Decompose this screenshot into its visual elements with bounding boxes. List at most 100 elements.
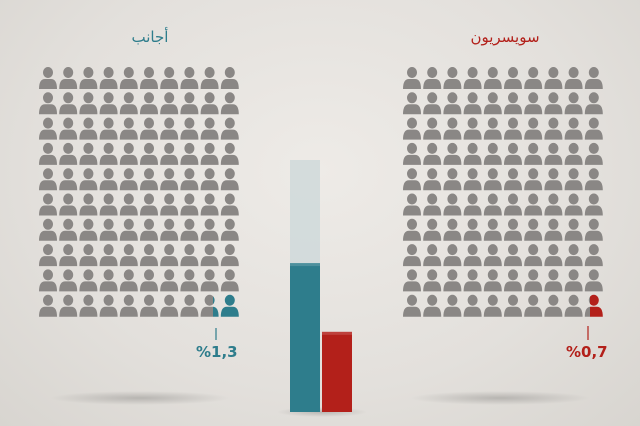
person-icon bbox=[220, 117, 239, 140]
person-icon bbox=[39, 67, 57, 89]
person-icon bbox=[403, 142, 421, 165]
person-icon bbox=[463, 117, 482, 140]
person-icon bbox=[39, 193, 57, 216]
person-icon bbox=[160, 142, 179, 165]
person-icon bbox=[220, 142, 239, 165]
person-icon bbox=[564, 67, 583, 89]
person-icon bbox=[544, 92, 563, 115]
person-icon bbox=[544, 67, 563, 89]
person-icon bbox=[504, 218, 522, 241]
person-icon bbox=[423, 168, 442, 191]
person-icon bbox=[99, 117, 118, 140]
person-icon bbox=[119, 67, 138, 89]
person-icon bbox=[483, 168, 502, 191]
person-icon bbox=[524, 142, 543, 165]
person-icon bbox=[140, 193, 158, 216]
person-icon bbox=[504, 142, 522, 165]
person-icon bbox=[564, 142, 583, 165]
person-icon bbox=[423, 92, 442, 115]
person-icon bbox=[443, 294, 462, 317]
person-icon bbox=[443, 193, 462, 216]
person-icon bbox=[463, 142, 482, 165]
person-icon bbox=[403, 92, 421, 115]
person-icon bbox=[564, 269, 583, 292]
person-icon bbox=[463, 168, 482, 191]
bar-highlight bbox=[322, 331, 352, 335]
group-title-swiss: سويسريون bbox=[470, 28, 540, 46]
person-icon bbox=[584, 142, 603, 165]
person-icon bbox=[443, 269, 462, 292]
person-icon bbox=[200, 168, 219, 191]
person-icon bbox=[504, 244, 522, 267]
person-icon bbox=[99, 244, 118, 267]
person-icon bbox=[423, 193, 442, 216]
person-icon bbox=[119, 168, 138, 191]
person-icon bbox=[403, 269, 421, 292]
person-icon bbox=[59, 269, 78, 292]
person-icon bbox=[423, 218, 442, 241]
person-icon bbox=[79, 193, 98, 216]
person-icon bbox=[443, 67, 462, 89]
person-icon bbox=[423, 142, 442, 165]
person-icon bbox=[59, 193, 78, 216]
person-icon bbox=[39, 218, 57, 241]
person-icon bbox=[39, 142, 57, 165]
person-icon bbox=[443, 117, 462, 140]
person-icon bbox=[483, 244, 502, 267]
person-icon bbox=[483, 117, 502, 140]
person-icon bbox=[524, 269, 543, 292]
person-icon bbox=[220, 269, 239, 292]
person-icon bbox=[119, 117, 138, 140]
person-icon bbox=[79, 269, 98, 292]
person-icon bbox=[544, 244, 563, 267]
person-icon bbox=[524, 244, 543, 267]
person-icon bbox=[483, 67, 502, 89]
person-icon bbox=[544, 269, 563, 292]
person-icon bbox=[220, 67, 239, 89]
person-icon bbox=[524, 168, 543, 191]
person-icon bbox=[140, 244, 158, 267]
person-icon bbox=[483, 294, 502, 317]
person-icon bbox=[584, 67, 603, 89]
person-icon bbox=[483, 193, 502, 216]
person-icon bbox=[524, 92, 543, 115]
person-icon bbox=[79, 67, 98, 89]
person-icon bbox=[544, 193, 563, 216]
person-icon bbox=[160, 117, 179, 140]
shadow bbox=[50, 391, 230, 405]
person-icon bbox=[200, 193, 219, 216]
person-icon bbox=[180, 117, 199, 140]
person-icon bbox=[524, 218, 543, 241]
person-icon bbox=[180, 269, 199, 292]
person-icon bbox=[200, 294, 219, 317]
person-icon bbox=[39, 168, 57, 191]
person-icon bbox=[544, 117, 563, 140]
person-icon bbox=[140, 67, 158, 89]
person-icon bbox=[443, 168, 462, 191]
person-icon bbox=[79, 168, 98, 191]
person-icon bbox=[403, 294, 421, 317]
person-icon bbox=[99, 269, 118, 292]
person-icon bbox=[59, 142, 78, 165]
person-icon bbox=[220, 244, 239, 267]
person-icon bbox=[160, 92, 179, 115]
person-icon bbox=[79, 294, 98, 317]
person-icon bbox=[160, 168, 179, 191]
person-icon bbox=[564, 117, 583, 140]
person-icon bbox=[79, 92, 98, 115]
person-icon bbox=[463, 193, 482, 216]
person-icon bbox=[443, 244, 462, 267]
person-icon bbox=[443, 142, 462, 165]
person-icon bbox=[160, 244, 179, 267]
person-icon bbox=[180, 294, 199, 317]
person-icon bbox=[544, 142, 563, 165]
person-icon bbox=[39, 269, 57, 292]
person-icon bbox=[504, 269, 522, 292]
person-icon bbox=[200, 269, 219, 292]
value-label-swiss: %0,7 bbox=[566, 343, 608, 361]
person-icon bbox=[423, 269, 442, 292]
person-icon bbox=[160, 193, 179, 216]
person-icon bbox=[584, 168, 603, 191]
person-icon bbox=[140, 218, 158, 241]
person-icon bbox=[99, 294, 118, 317]
